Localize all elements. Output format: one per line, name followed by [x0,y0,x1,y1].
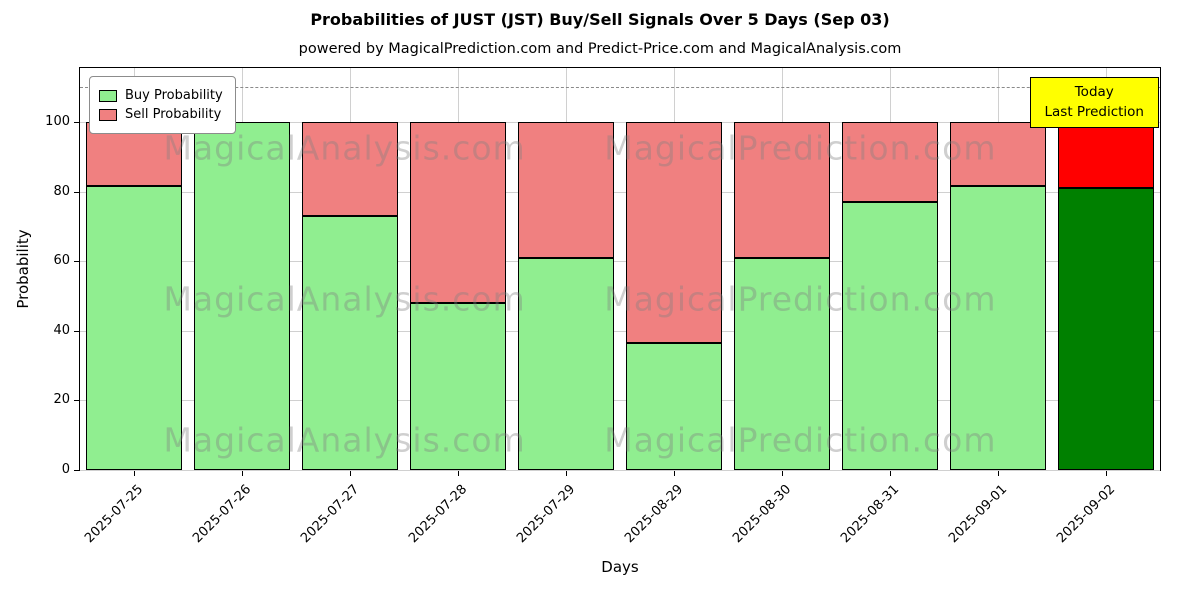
annotation-line-1: Today [1074,84,1114,100]
x-tick-label: 2025-09-01 [946,482,1011,547]
bar-buy-segment [950,186,1046,470]
y-tick-mark [74,400,79,402]
bar-sell-segment [302,121,398,216]
bar-buy-segment [86,186,182,470]
bar-buy-segment [194,121,290,470]
annotation-line-2: Last Prediction [1044,103,1144,120]
bar-buy-segment [734,257,830,470]
bar-sell-segment-today [1058,121,1154,189]
bar-buy-segment [842,202,938,470]
chart-title: Probabilities of JUST (JST) Buy/Sell Sig… [310,10,890,29]
bar-sell-segment [950,121,1046,187]
x-tick-label: 2025-08-30 [730,482,795,547]
watermark-text: MagicalAnalysis.com [163,279,526,319]
y-tick-label: 100 [45,113,70,129]
legend-swatch [99,89,117,102]
watermark-text: MagicalPrediction.com [604,420,997,460]
legend-label: Sell Probability [125,107,222,122]
bar-sell-segment [410,121,506,303]
x-axis-label: Days [601,558,639,576]
bar-buy-segment [626,342,722,470]
y-tick-label: 20 [53,392,70,408]
y-gridline [80,400,1160,402]
y-tick-mark [74,470,79,471]
bar-sell-segment [626,121,722,343]
x-tick-mark [890,471,891,476]
bar-buy-segment [410,302,506,470]
x-tick-mark [998,471,999,476]
watermark-text: MagicalAnalysis.com [163,128,526,168]
y-tick-label: 40 [53,322,70,338]
y-tick-label: 0 [61,462,70,477]
legend-label: Buy Probability [125,88,223,103]
x-tick-label: 2025-07-28 [406,482,471,547]
today-annotation: Today Last Prediction [1029,77,1159,129]
x-tick-label: 2025-07-29 [514,482,579,547]
y-gridline [80,470,1160,471]
y-tick-label: 80 [53,183,70,199]
bar-buy-segment [518,257,614,470]
plot-area: Buy Probability Sell Probability Today La… [79,67,1161,471]
x-tick-mark [566,471,567,476]
x-tick-mark [1106,471,1107,476]
y-tick-mark [74,191,79,193]
x-tick-mark [674,471,675,476]
watermark-text: MagicalPrediction.com [604,128,997,168]
y-axis-label: Probability [14,229,32,309]
x-tick-label: 2025-07-26 [190,482,255,547]
dashed-threshold-line [80,87,1160,89]
bar-buy-segment-today [1058,188,1154,470]
y-gridline [80,330,1160,332]
bar-buy-segment [302,215,398,470]
legend-item: Sell Probability [99,107,223,122]
x-tick-mark [134,471,135,476]
x-tick-mark [350,471,351,476]
y-tick-mark [74,330,79,332]
bar-sell-segment [734,121,830,258]
x-tick-mark [458,471,459,476]
chart-subtitle: powered by MagicalPrediction.com and Pre… [298,41,902,57]
watermark-text: MagicalPrediction.com [604,279,997,319]
legend: Buy Probability Sell Probability [89,76,236,134]
y-gridline [80,261,1160,263]
bar-sell-segment [842,121,938,202]
legend-swatch [99,108,117,121]
bar-sell-segment [518,121,614,258]
x-tick-label: 2025-09-02 [1054,482,1119,547]
watermark-text: MagicalAnalysis.com [163,420,526,460]
x-tick-label: 2025-07-25 [82,482,147,547]
x-tick-mark [242,471,243,476]
y-tick-label: 60 [53,253,70,269]
y-gridline [80,191,1160,193]
y-tick-mark [74,121,79,123]
y-gridline [80,121,1160,123]
x-tick-label: 2025-07-27 [298,482,363,547]
y-tick-mark [74,261,79,263]
x-tick-label: 2025-08-31 [838,482,903,547]
legend-item: Buy Probability [99,88,223,103]
x-tick-mark [782,471,783,476]
x-tick-label: 2025-08-29 [622,482,687,547]
